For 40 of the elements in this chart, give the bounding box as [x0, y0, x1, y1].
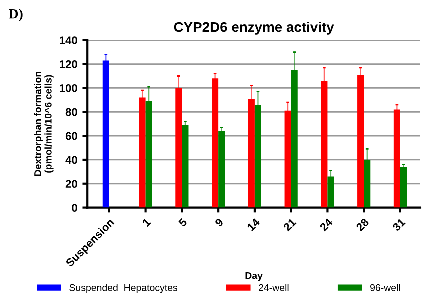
x-tick-label: 24 — [319, 218, 334, 232]
bar — [284, 110, 292, 208]
bar — [139, 98, 146, 208]
bar — [102, 60, 110, 208]
bar — [212, 78, 219, 208]
y-tick-label: 80 — [66, 108, 78, 116]
text: D) — [9, 8, 23, 22]
y-tick-label: 0 — [72, 204, 78, 212]
bar — [321, 81, 328, 208]
y-axis-title: Dextrorphan formation (pmol/min/10^6 cells) — [34, 72, 54, 176]
y-tick-label: 140 — [60, 36, 78, 44]
x-tick-label: 9 — [214, 218, 224, 228]
y-tick-label: 40 — [66, 156, 78, 164]
bar — [328, 176, 334, 208]
y-tick-label: 100 — [60, 84, 78, 92]
legend-label: 24-well — [259, 284, 289, 292]
bar — [400, 167, 408, 208]
y-tick-label: 60 — [66, 132, 78, 140]
x-axis-title: Day — [246, 272, 263, 282]
bar — [218, 131, 226, 208]
bar — [248, 98, 255, 208]
bar — [176, 88, 182, 208]
x-tick-label: 14 — [246, 218, 261, 232]
chart-title: CYP2D6 enzyme activity — [174, 22, 334, 35]
bar — [146, 101, 152, 208]
y-tick-label: 20 — [66, 180, 78, 188]
x-tick-label: 31 — [392, 218, 406, 232]
bar — [364, 160, 371, 208]
bar — [182, 125, 189, 208]
x-tick-label: 21 — [283, 218, 297, 232]
x-tick-label: 28 — [356, 218, 370, 232]
bar — [358, 75, 364, 208]
x-tick-label: 1 — [142, 218, 152, 228]
bar — [254, 104, 262, 208]
legend-label: 96-well — [370, 284, 400, 292]
x-tick-label: 5 — [178, 218, 188, 228]
legend-label: Suspended Hepatocytes — [70, 284, 178, 294]
y-tick-label: 120 — [60, 60, 78, 68]
bar — [291, 70, 298, 208]
bar — [394, 110, 400, 208]
